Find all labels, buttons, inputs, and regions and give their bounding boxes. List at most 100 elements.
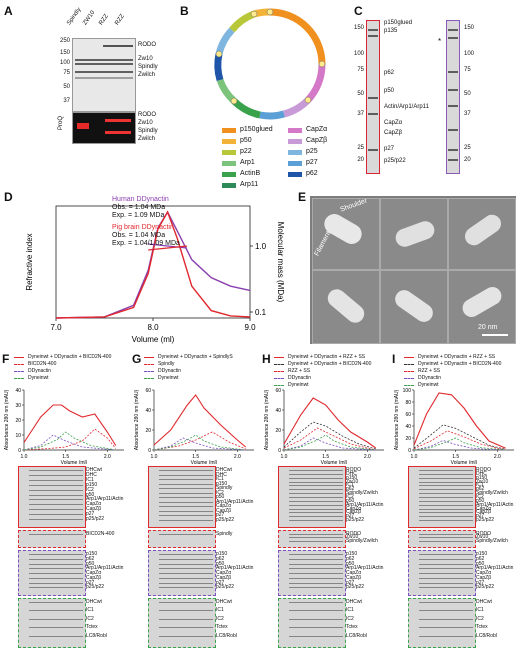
x-tick-label: 1.0: [281, 454, 288, 460]
mass-trace: [148, 245, 188, 251]
gel-band: [419, 478, 473, 479]
band-label: p25/p22: [216, 517, 235, 523]
legend-item: Arp1: [222, 159, 255, 167]
band-label: p50: [384, 88, 395, 94]
band-label: IC1: [476, 607, 484, 613]
band-label: Spindly/Zwilch: [346, 538, 378, 544]
band-label: Tctex: [216, 624, 228, 630]
gel-band: [159, 568, 213, 569]
legend-item: p22: [222, 148, 252, 156]
series-line: [283, 397, 377, 449]
band-label: Zw10: [476, 479, 489, 485]
band-label: CapZβ: [476, 509, 492, 515]
legend-swatch: [404, 363, 414, 365]
band-label: Tctex: [476, 624, 488, 630]
gel-band: [289, 493, 343, 494]
marker: 50: [464, 91, 471, 97]
band-label: p150: [216, 481, 228, 487]
series-line: [283, 421, 376, 450]
band-label: Arp1/Arp11/Actin: [346, 502, 384, 508]
marker: 37: [357, 111, 364, 117]
band-label: Spindly/Zwilch: [476, 490, 508, 496]
legend-label: DDynactin: [158, 368, 182, 374]
y-tick-label: 60: [275, 388, 281, 394]
gel-band: [419, 554, 473, 555]
band-label: Zwilch: [138, 136, 156, 142]
band-label: Zw10: [138, 56, 153, 62]
gel-band: [289, 470, 343, 471]
legend-item: p27: [288, 159, 318, 167]
band-label: p150: [86, 482, 98, 488]
band-label: BICD2N-400: [86, 531, 115, 537]
legend-label: DDynactin: [288, 375, 312, 381]
y2-axis-label: Molecular mass (MDa): [276, 222, 285, 303]
band-label: DHCwt: [86, 599, 102, 605]
em-class-averages: Shoulder Filament 20 nm: [310, 196, 516, 344]
legend-label: DDynactin: [418, 375, 442, 381]
gel-band: [419, 559, 473, 560]
marker: 100: [59, 60, 70, 66]
marker: 25: [357, 145, 364, 151]
gel-band: [29, 519, 83, 520]
band-label: IC1: [86, 607, 94, 613]
gel-band: [29, 578, 83, 579]
gel-band: [419, 583, 473, 584]
y-axis-label: Absorbance 280 nm (mAU): [4, 389, 10, 450]
band-label: CapZβ: [384, 130, 403, 136]
gel-image: [278, 530, 346, 548]
pig-exp: Exp. = 1.04/1.09 MDa: [112, 240, 180, 247]
gel-c-lane-1: [366, 20, 380, 174]
band-label: DHC: [346, 471, 357, 477]
band-label: CapZα: [216, 503, 232, 509]
gel-image: [408, 550, 476, 596]
series-line: [413, 392, 506, 449]
gel-band: [159, 511, 213, 512]
band-label: p62: [476, 556, 485, 562]
band-label: Spindly/Zwilch: [346, 490, 378, 496]
legend-item: Dyneinwt: [144, 375, 179, 381]
band-label: p150: [476, 551, 488, 557]
legend-item: CapZα: [288, 126, 327, 134]
marker: 75: [63, 70, 70, 76]
legend-swatch: [274, 363, 284, 365]
gel-band: [159, 583, 213, 584]
legend-item: DDynactin: [14, 368, 51, 374]
gel-band: [289, 482, 343, 483]
series-line: [413, 424, 506, 450]
gel-c-lane-2: [446, 20, 460, 174]
gel-band: [419, 619, 473, 620]
band-label: p62: [86, 556, 95, 562]
marker: 75: [357, 67, 364, 73]
legend-item: p25: [288, 148, 318, 156]
band-label: p25/p22: [476, 584, 495, 590]
marker: 20: [357, 157, 364, 163]
band-label: Spindly: [138, 128, 158, 134]
band-label: IC2: [86, 616, 94, 622]
gel-band: [419, 485, 473, 486]
legend-swatch: [288, 149, 302, 155]
band-label: Arp1/Arp11/Actin: [216, 499, 254, 505]
band-label: p50: [476, 498, 485, 504]
band-label: Arp1/Arp11/Actin: [346, 565, 384, 571]
marker: 20: [464, 157, 471, 163]
band-label: Actin/Arp1/Arp11: [384, 104, 429, 110]
legend-label: Dyneinwt: [28, 375, 49, 381]
series-line: [153, 434, 246, 451]
gel-band: [289, 520, 343, 521]
gel-band: [29, 499, 83, 500]
marker: 37: [63, 98, 70, 104]
gel-band: [419, 587, 473, 588]
legend-label: RZZ + SS: [418, 368, 441, 374]
x-tick-label: 1.0: [411, 454, 418, 460]
class-average: [448, 198, 516, 270]
band-label: p27: [476, 513, 485, 519]
marker: 50: [63, 84, 70, 90]
sec-panels: F Dyneinwt + DDynactin + BICD2N-400 BICD2N…: [0, 352, 520, 649]
pig-obs: Obs. = 1.04 MDa: [112, 232, 166, 239]
gel-band: [159, 554, 213, 555]
gel-band: [159, 520, 213, 521]
band-label: RODO: [138, 112, 156, 118]
legend-label: Dyneinwt: [158, 375, 179, 381]
human-obs: Obs. = 1.04 MDa: [112, 204, 166, 211]
legend-swatch: [222, 160, 236, 166]
